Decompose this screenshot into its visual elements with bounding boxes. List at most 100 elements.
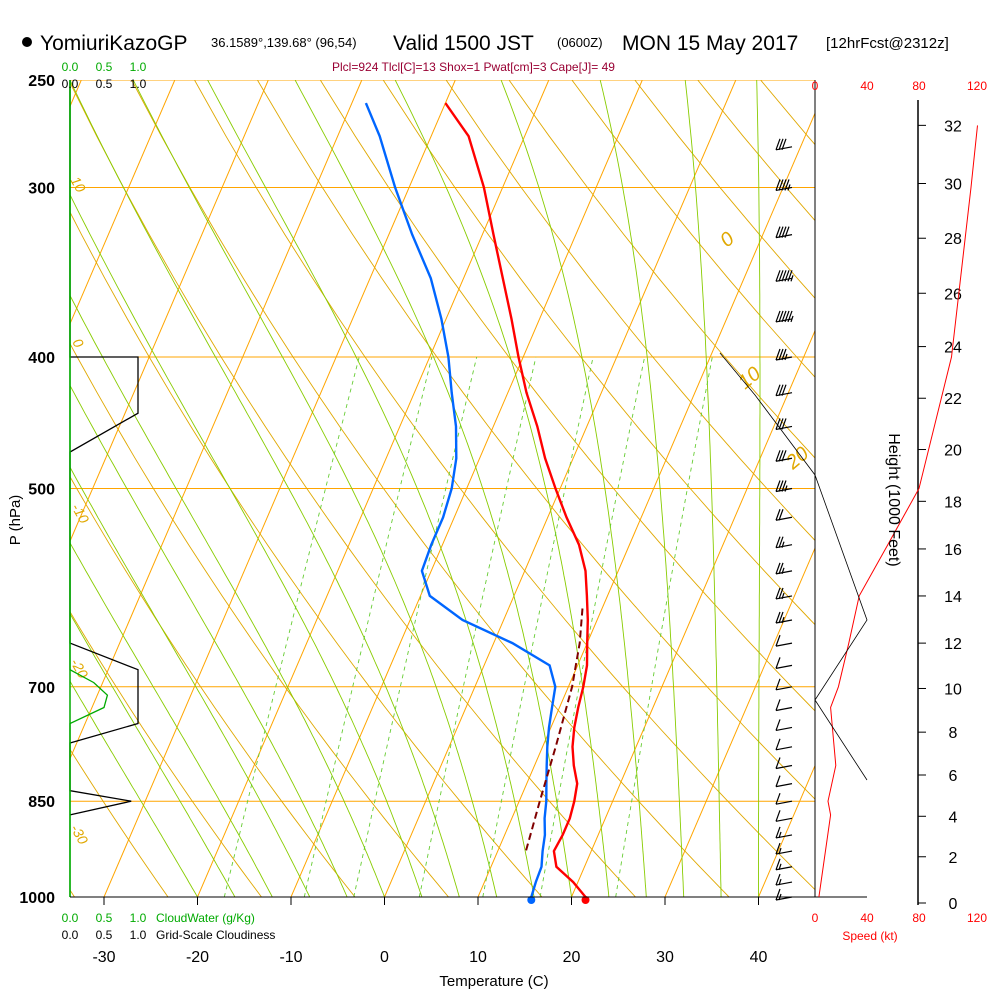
moist-adiabat-label: 0: [716, 228, 739, 252]
dry-adiabat-line: [257, 80, 815, 800]
mixing-ratio-label: 8: [485, 902, 501, 920]
wind-barb-flag: [775, 888, 781, 901]
isotherm-line: [290, 80, 643, 897]
y-axis-title: P (hPa): [7, 495, 24, 546]
surface-dewpoint-marker: [527, 896, 536, 904]
mixing-ratio-label: 20: [619, 897, 642, 920]
wind-barb-flag: [775, 450, 781, 462]
speed-tick-bottom: 120: [967, 911, 987, 925]
wind-barb-flag: [775, 179, 781, 191]
speed-tick-top: 0: [812, 79, 819, 93]
dry-adiabat-label: -20: [67, 656, 91, 682]
wind-barb-flag: [784, 270, 790, 282]
moist-adiabat-line: [684, 80, 722, 897]
moist-adiabat-line: [70, 466, 311, 897]
cloudiness-tick-top: 1.0: [130, 77, 147, 91]
height-tick-label: 14: [944, 589, 962, 606]
mixing-ratio-label: 3: [356, 902, 372, 920]
dry-adiabat-line: [70, 211, 543, 897]
cloudwater-tick-top: 0.0: [62, 60, 79, 74]
speed-tick-top: 120: [967, 79, 987, 93]
moist-adiabat-line: [70, 193, 423, 897]
wind-barb-flag: [778, 270, 784, 282]
wind-barb-flag: [787, 310, 793, 323]
isotherm-line: [852, 80, 1000, 897]
wind-barb-flag: [775, 562, 781, 575]
cloudwater-label: CloudWater (g/Kg): [156, 911, 255, 925]
wind-barb-staff: [775, 146, 793, 151]
mixing-ratio-line: [482, 356, 594, 897]
wind-barb-staff: [775, 746, 793, 751]
isotherm-line: [664, 546, 815, 897]
height-tick-label: 16: [944, 542, 962, 559]
isotherm-line: [103, 80, 456, 897]
dry-adiabat-line: [131, 80, 730, 897]
wind-barb-flag: [781, 138, 787, 150]
x-tick-label: 30: [656, 949, 674, 966]
stability-indices: Plcl=924 Tlcl[C]=13 Shox=1 Pwat[cm]=3 Ca…: [332, 60, 615, 74]
wind-barb-flag: [775, 719, 781, 731]
height-tick-label: 30: [944, 177, 962, 194]
wind-barb-flag: [775, 310, 781, 323]
envelope-line: [719, 352, 868, 781]
wind-barb-staff: [775, 570, 793, 575]
wind-barb-flag: [775, 775, 781, 787]
mixing-ratio-line: [418, 356, 537, 897]
cloudiness-tick-bottom: 0.0: [62, 928, 79, 942]
wind-speed-line: [818, 125, 978, 898]
wind-barb-half: [784, 485, 788, 492]
mixing-ratio-line: [303, 356, 433, 897]
cloudiness-tick-top: 0.0: [62, 77, 79, 91]
wind-barb-staff: [775, 318, 793, 323]
height-tick-label: 4: [949, 809, 958, 826]
wind-barb-staff: [775, 706, 793, 712]
height-speed-panel: 0246810121416182022242628303200404080801…: [719, 79, 987, 925]
wind-barb-flag: [781, 450, 787, 462]
wind-barb-flag: [775, 810, 781, 822]
moist-adiabat-line: [207, 80, 535, 897]
mixing-ratio-label: 5: [421, 902, 437, 920]
wind-barb-flag: [775, 826, 781, 839]
x-tick-label: 20: [563, 949, 581, 966]
axes: -30 -20 -10 0 10 20 30 401000850700500400300250…: [19, 60, 867, 966]
moist-adiabat-line: [70, 294, 385, 897]
wind-barbs: [775, 138, 794, 901]
station-name: YomiuriKazoGP: [40, 32, 187, 55]
x-tick-label: 40: [750, 949, 768, 966]
mixing-ratio-line: [223, 356, 360, 897]
speed-axis-title: Speed (kt): [842, 929, 897, 943]
station-coords: 36.1589°,139.68° (96,54): [211, 35, 357, 50]
cloudiness-tick-top: 0.5: [96, 77, 113, 91]
dry-adiabat-line: [571, 80, 815, 378]
wind-barb-staff: [775, 664, 793, 669]
cloudwater-tick-bottom: 0.0: [62, 911, 79, 925]
x-tick-label: -30: [92, 949, 115, 966]
cloudiness-label: Grid-Scale Cloudiness: [156, 928, 275, 942]
title-bullet-icon: [22, 37, 32, 47]
height-tick-label: 10: [944, 681, 962, 698]
speed-tick-bottom: 40: [860, 911, 874, 925]
wind-barb-staff: [775, 544, 793, 549]
wind-barb-half: [781, 616, 785, 624]
moist-adiabat-line: [70, 384, 348, 897]
dry-adiabat-line: [445, 80, 815, 542]
temperature-line: [444, 102, 590, 898]
sounding-profiles: [364, 102, 590, 904]
p-tick-label: 300: [28, 180, 55, 197]
dry-adiabat-label: -10: [68, 501, 92, 527]
wind-barb-flag: [775, 757, 781, 769]
mixing-ratio-label: 12: [542, 897, 564, 919]
moist-adiabat-line: [132, 80, 498, 897]
p-tick-label: 400: [28, 350, 55, 367]
wind-barb-flag: [778, 536, 784, 548]
dry-adiabat-line: [382, 80, 815, 626]
wind-barb-half: [778, 847, 782, 855]
cloudiness-tick-bottom: 0.5: [96, 928, 113, 942]
moist-adiabat-line: [70, 680, 198, 897]
cloudiness-line: [69, 80, 139, 816]
wind-barb-flag: [778, 310, 784, 323]
dry-adiabat-line: [508, 80, 815, 459]
wind-barb-staff: [775, 277, 793, 282]
height-tick-label: 12: [944, 636, 962, 653]
